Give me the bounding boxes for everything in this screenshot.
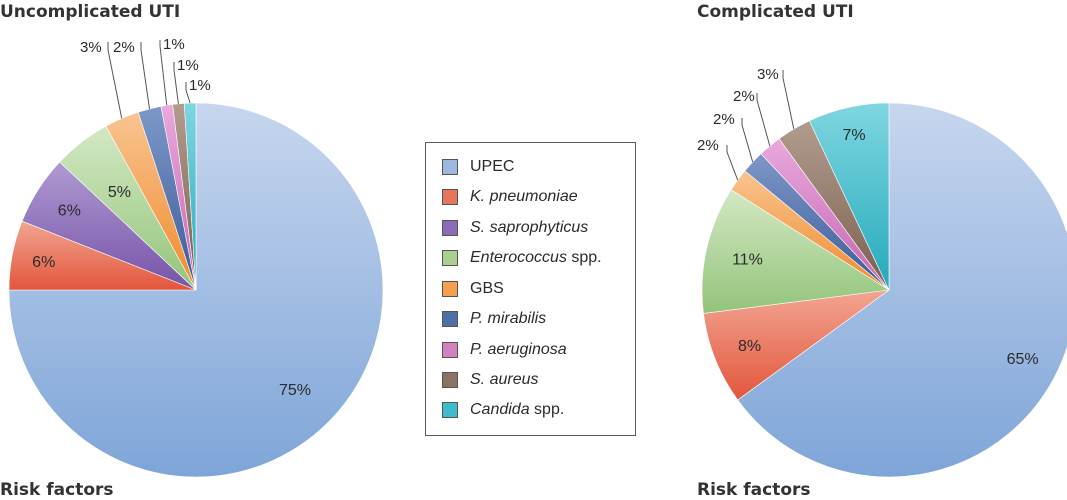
legend-label: Enterococcus spp. [470, 249, 602, 267]
legend-label-genus: Enterococcus [470, 249, 567, 266]
slice-label-gbs: 2% [697, 137, 719, 154]
slice-label-enterococcus-spp: 11% [732, 251, 763, 268]
callout-line-gbs [107, 42, 123, 119]
slice-label-s-aureus: 3% [757, 66, 779, 83]
callout-line-p-mirabilis [140, 42, 150, 109]
legend: UPEC K. pneumoniae S. saprophyticus Ente… [425, 142, 636, 436]
legend-item-k-pneumoniae: K. pneumoniae [442, 186, 578, 208]
uncomplicated-uti-title: Uncomplicated UTI [0, 2, 181, 22]
legend-swatch [442, 402, 458, 418]
legend-label: Candida spp. [470, 401, 564, 419]
legend-label: UPEC [470, 158, 515, 175]
complicated-uti-title: Complicated UTI [697, 2, 854, 22]
legend-item-s-aureus: S. aureus [442, 369, 538, 391]
legend-label: S. saprophyticus [470, 219, 589, 236]
slice-label-upec: 75% [279, 382, 311, 399]
slice-label-gbs: 3% [80, 39, 102, 56]
legend-item-candida: Candida spp. [442, 399, 564, 421]
legend-label: P. aeruginosa [470, 341, 567, 358]
slice-label-k-pneumoniae: 8% [738, 338, 761, 355]
legend-swatch [442, 189, 458, 205]
legend-item-upec: UPEC [442, 156, 514, 178]
footer-right-text: Risk factors [697, 480, 811, 500]
callout-line-s-aureus [782, 70, 795, 130]
callout-line-p-aeruginosa [159, 40, 168, 106]
legend-label-genus: Candida [470, 401, 530, 418]
footer-left-text: Risk factors [0, 480, 114, 500]
slice-label-candida-spp: 7% [843, 127, 866, 144]
slice-label-s-saprophyticus: 6% [58, 203, 81, 220]
callout-line-p-aeruginosa [756, 93, 771, 147]
legend-label-suffix: spp. [529, 401, 565, 418]
slice-upec [737, 102, 1067, 478]
slice-label-candida-spp: 1% [189, 77, 211, 94]
legend-item-p-mirabilis: P. mirabilis [442, 308, 546, 330]
slice-label-k-pneumoniae: 6% [32, 254, 55, 271]
slice-label-p-aeruginosa: 1% [163, 36, 185, 53]
legend-label: P. mirabilis [470, 310, 547, 327]
legend-label: S. aureus [470, 371, 539, 388]
slice-label-p-mirabilis: 2% [113, 39, 135, 56]
callout-line-s-aureus [173, 62, 179, 104]
legend-swatch [442, 220, 458, 236]
legend-label: GBS [470, 280, 504, 297]
legend-swatch [442, 372, 458, 388]
complicated-pie: 65%8%11%2%2%2%3%7% [697, 66, 1067, 478]
legend-label: K. pneumoniae [470, 188, 578, 205]
slice-enterococcus-spp [701, 189, 890, 314]
legend-swatch [442, 281, 458, 297]
callout-line-p-mirabilis [741, 118, 754, 163]
slice-label-upec: 65% [1007, 351, 1039, 368]
legend-swatch [442, 159, 458, 175]
legend-item-enterococcus: Enterococcus spp. [442, 247, 602, 269]
slice-k-pneumoniae [703, 289, 890, 401]
slice-label-p-mirabilis: 2% [713, 111, 735, 128]
slice-candida-spp [808, 102, 890, 291]
legend-swatch [442, 342, 458, 358]
slice-label-enterococcus-spp: 5% [108, 184, 131, 201]
legend-item-gbs: GBS [442, 278, 504, 300]
slice-label-p-aeruginosa: 2% [733, 88, 755, 105]
legend-item-s-saprophyticus: S. saprophyticus [442, 217, 588, 239]
uncomplicated-pie: 75% 6% 6% 5% 3% 2% 1% 1% 1% [8, 36, 384, 478]
legend-item-p-aeruginosa: P. aeruginosa [442, 339, 567, 361]
legend-swatch [442, 311, 458, 327]
callout-line-candida-spp [185, 82, 191, 104]
callout-line-gbs [726, 145, 739, 181]
legend-swatch [442, 250, 458, 266]
legend-label-suffix: spp. [566, 249, 602, 266]
slice-label-s-aureus: 1% [177, 57, 199, 74]
